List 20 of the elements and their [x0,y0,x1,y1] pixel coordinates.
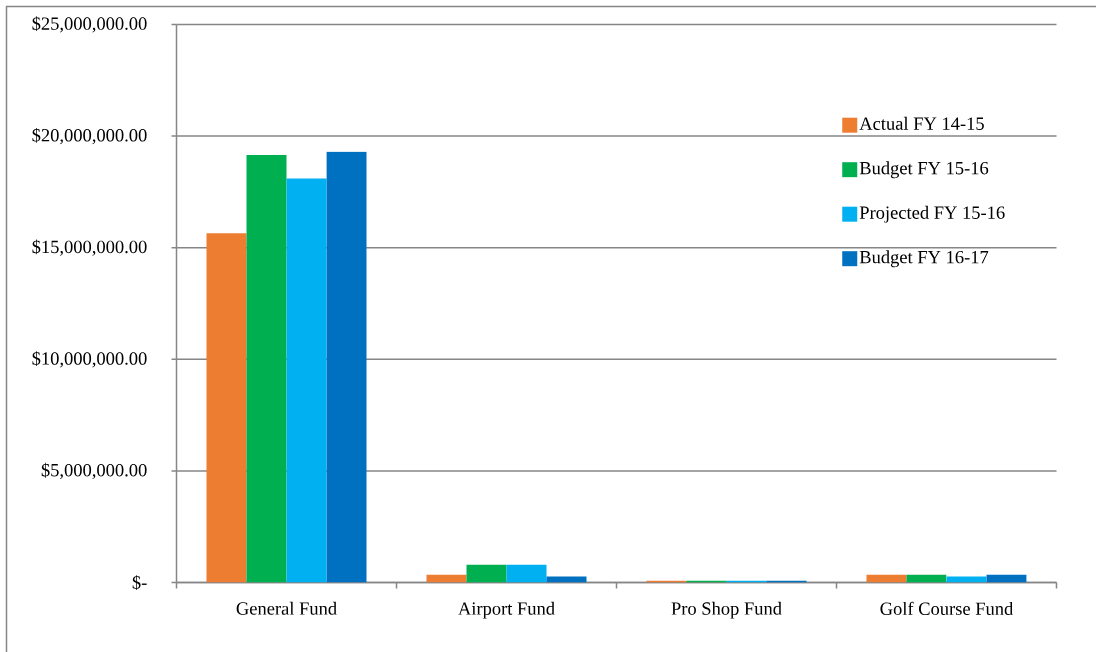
bar [286,178,327,583]
bar [206,233,247,583]
x-tick-label: General Fund [236,601,337,615]
legend-label: Projected FY 15-16 [859,205,1005,223]
y-tick-label: $10,000,000.00 [32,351,147,368]
x-tick-label: Golf Course Fund [880,601,1014,615]
legend-label: Budget FY 15-16 [859,161,989,179]
legend-label: Budget FY 16-17 [859,250,989,268]
legend-label: Actual FY 14-15 [859,116,984,130]
y-tick-label: $- [132,575,147,590]
x-tick-label: Pro Shop Fund [671,601,782,619]
y-tick-label: $25,000,000.00 [32,16,147,33]
x-tick-label: Airport Fund [458,601,555,619]
bar [506,564,547,583]
bar [326,151,367,583]
y-tick-label: $20,000,000.00 [32,127,147,145]
y-tick-label: $5,000,000.00 [41,462,147,480]
bar [246,155,287,583]
y-tick-label: $15,000,000.00 [32,239,147,256]
bar [466,564,507,583]
